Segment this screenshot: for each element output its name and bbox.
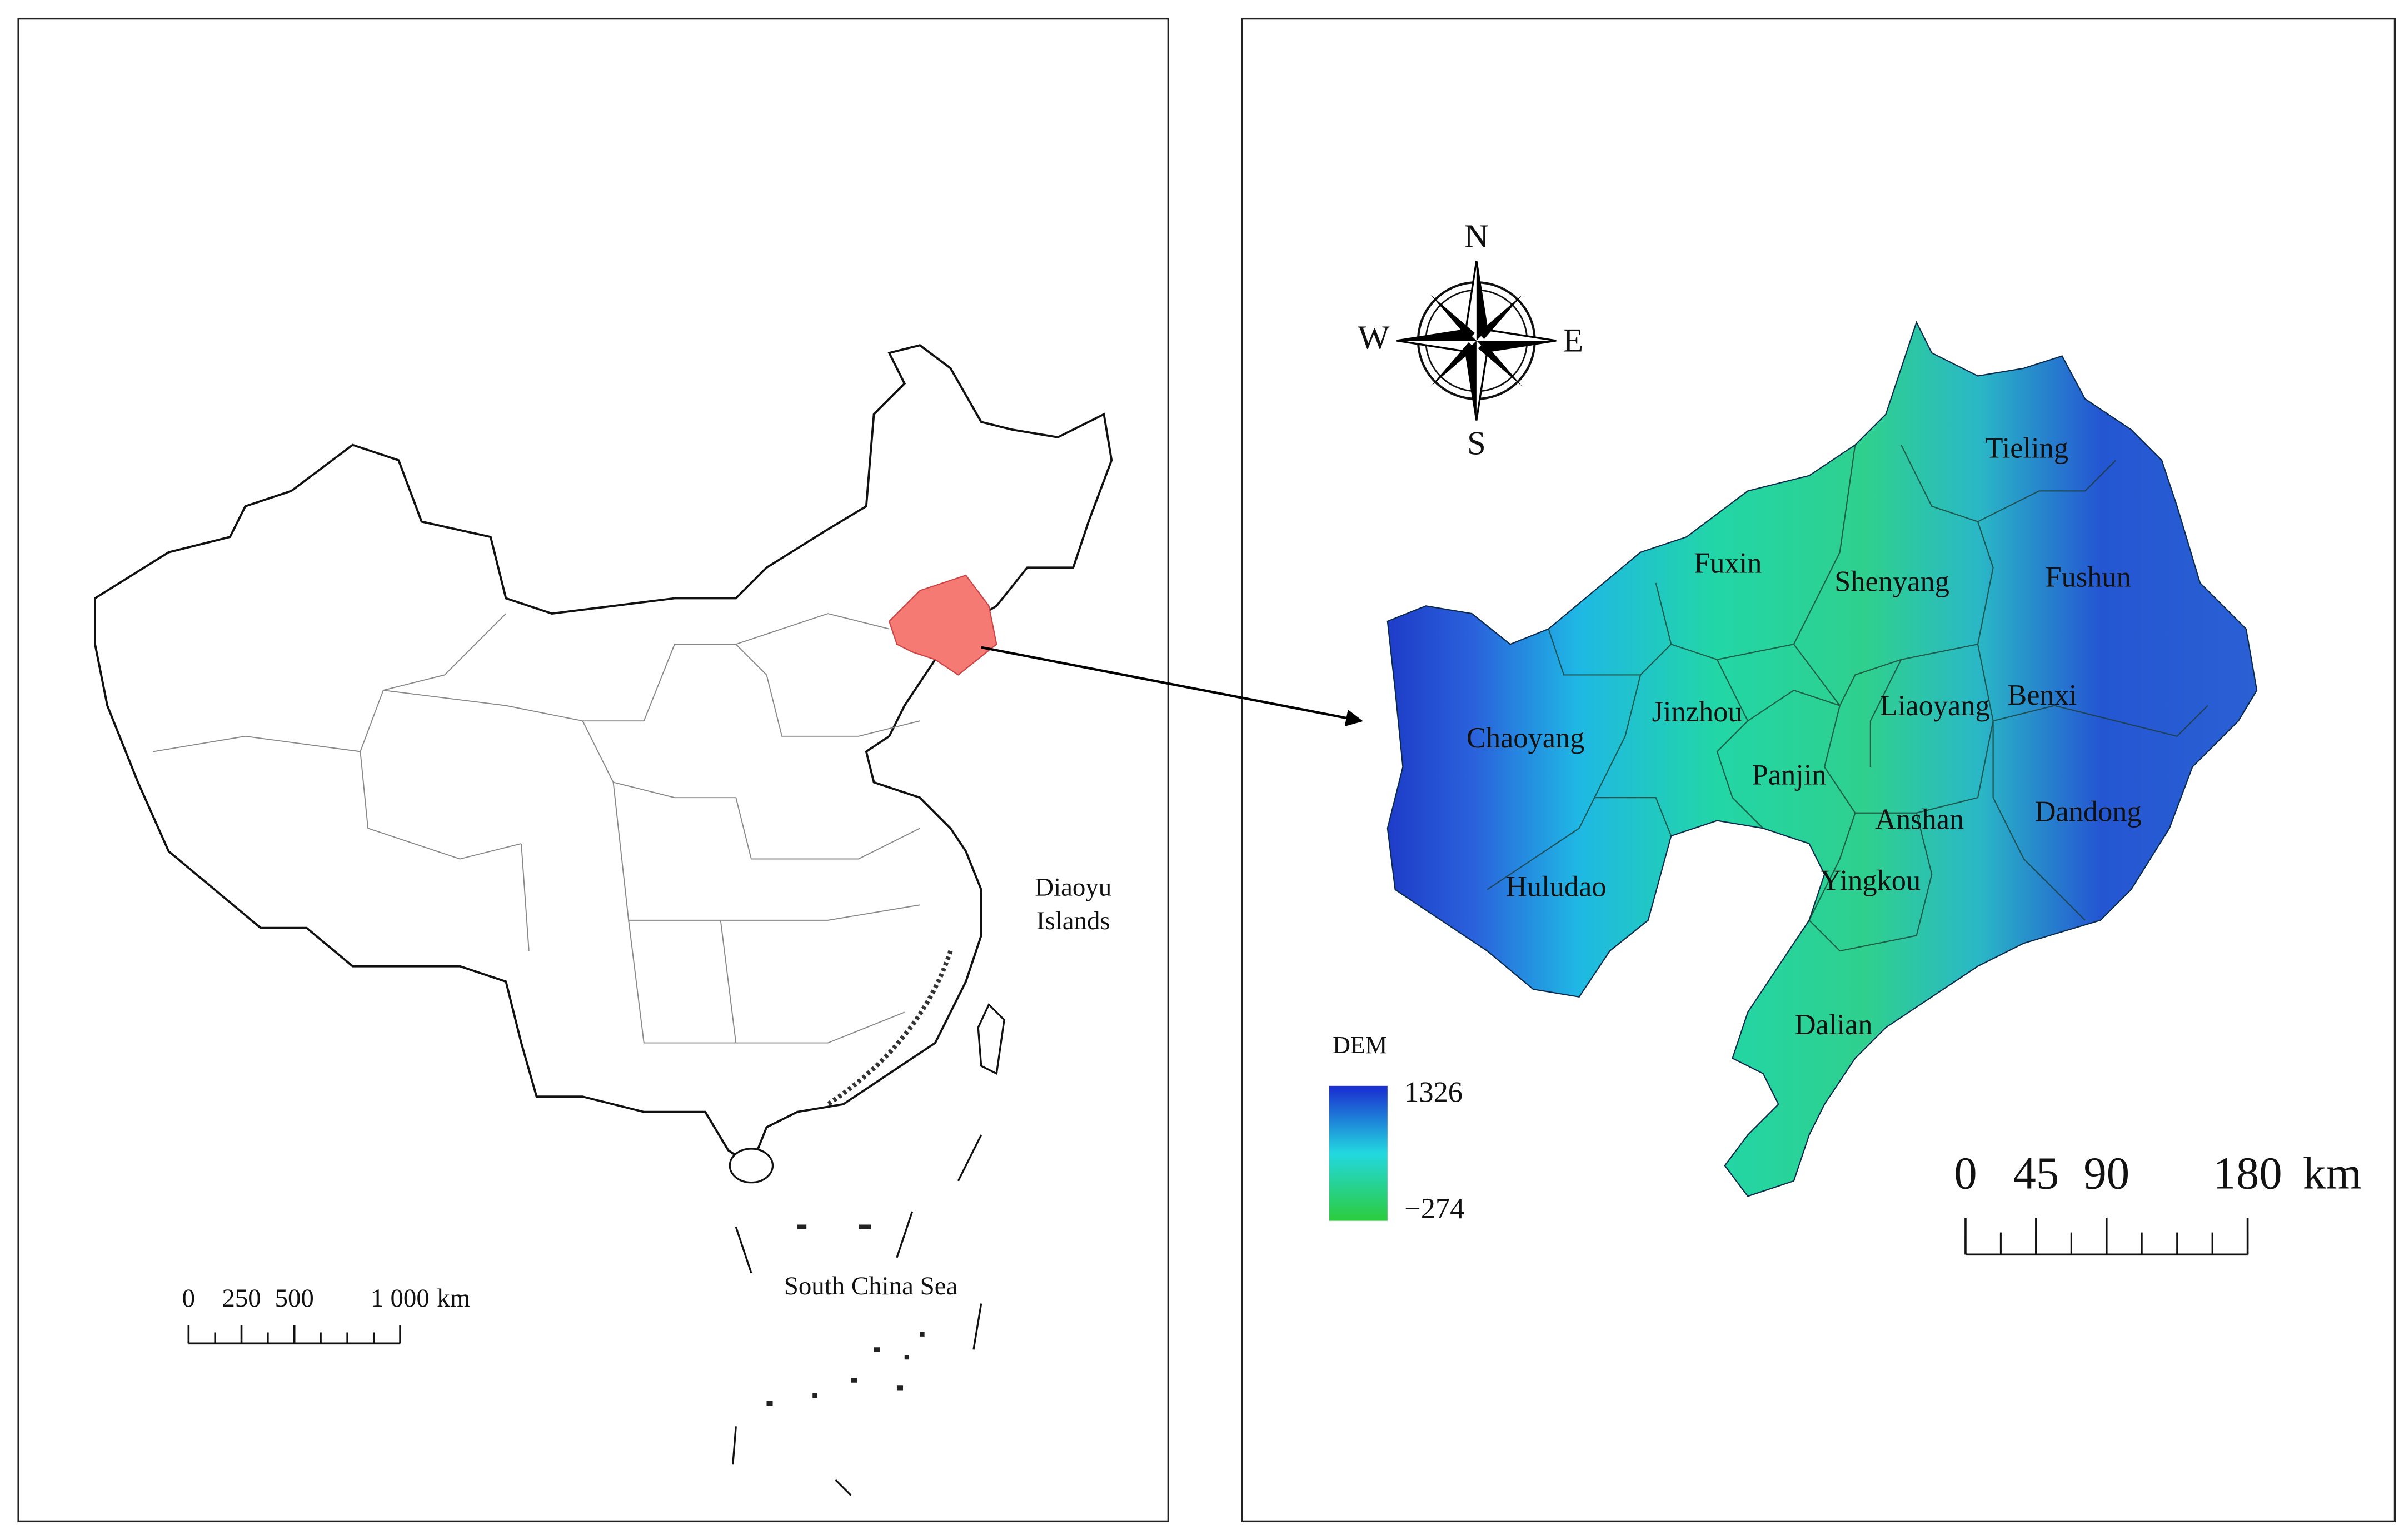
scale-unit: km: [2303, 1147, 2362, 1198]
liaoning-dem: [1386, 321, 2258, 1197]
china-map: [94, 344, 1113, 1496]
city-label: Huludao: [1506, 871, 1606, 903]
color-bar: [1329, 1085, 1388, 1221]
arrow: [981, 646, 1363, 727]
city-label: Fushun: [2045, 561, 2131, 593]
city-label: Shenyang: [1834, 566, 1949, 598]
liaoning-highlight: [888, 574, 997, 676]
city-label: Yingkou: [1821, 865, 1921, 897]
left-frame: [17, 17, 1169, 1523]
compass-label: W: [1358, 319, 1390, 356]
right-frame: [1241, 17, 2396, 1523]
compass-label: N: [1464, 218, 1489, 255]
scale-label: 45: [2013, 1147, 2059, 1198]
city-label: Fuxin: [1694, 547, 1762, 580]
city-label: Tieling: [1986, 432, 2069, 465]
legend-min: −274: [1404, 1193, 1464, 1225]
annotation: Diaoyu: [1035, 873, 1111, 901]
scale-label: 90: [2083, 1147, 2129, 1198]
scale-label: 500: [275, 1284, 314, 1313]
city-label: Anshan: [1875, 803, 1964, 835]
legend-max: 1326: [1404, 1076, 1463, 1108]
scale-label: 0: [1954, 1147, 1977, 1198]
legend-title: DEM: [1333, 1031, 1387, 1059]
scale-unit: km: [437, 1284, 470, 1313]
city-label: Dandong: [2035, 796, 2142, 828]
scale-label: 1 000: [371, 1284, 430, 1313]
scale-label: 250: [222, 1284, 261, 1313]
annotation: Islands: [1036, 906, 1110, 935]
city-label: Jinzhou: [1652, 696, 1743, 728]
city-label: Liaoyang: [1880, 690, 1990, 722]
compass-label: E: [1563, 322, 1583, 359]
scale-label: 0: [182, 1284, 195, 1313]
city-label: Panjin: [1752, 759, 1827, 791]
city-label: Dalian: [1795, 1009, 1873, 1041]
compass-label: S: [1467, 425, 1486, 462]
city-label: Benxi: [2007, 679, 2077, 711]
compass: [1396, 261, 1557, 421]
city-label: Chaoyang: [1467, 722, 1584, 754]
annotation: South China Sea: [784, 1272, 958, 1300]
scale-label: 180: [2213, 1147, 2282, 1198]
